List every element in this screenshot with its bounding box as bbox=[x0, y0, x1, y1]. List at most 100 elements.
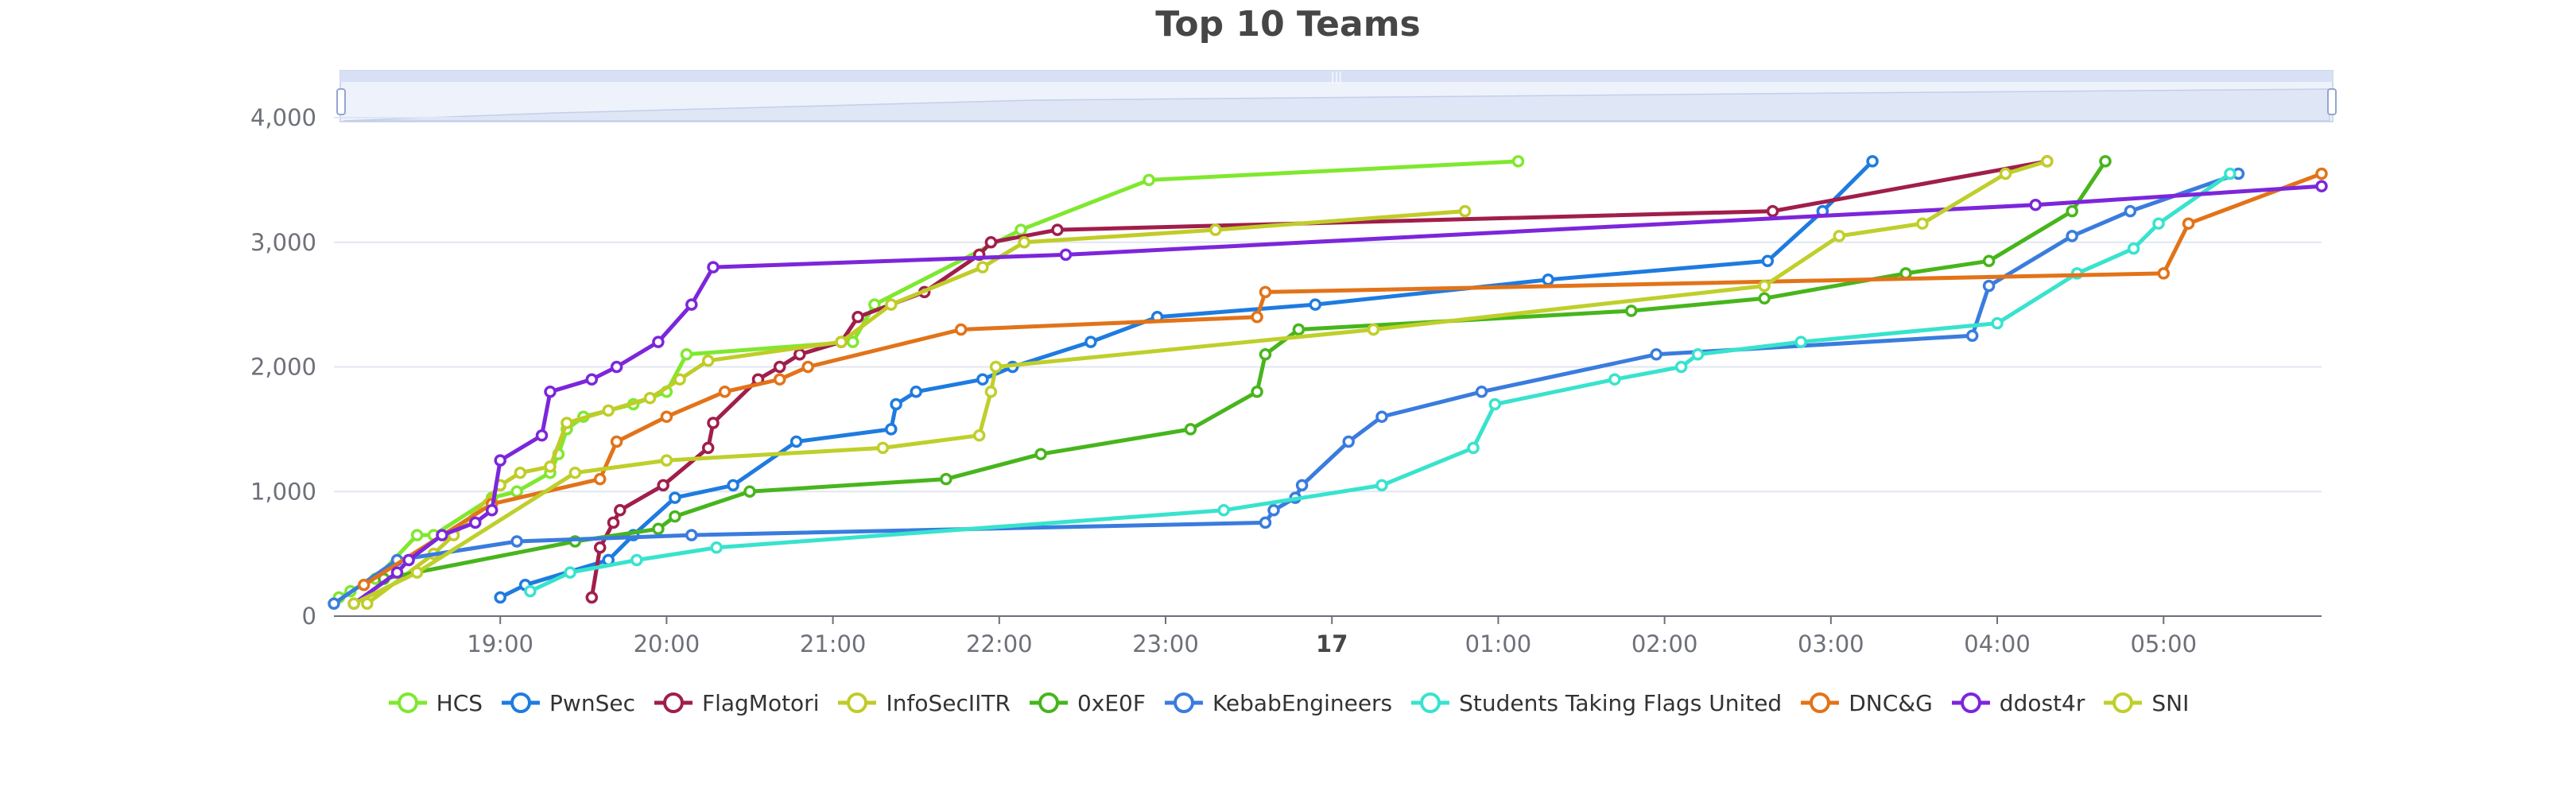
data-point[interactable] bbox=[1761, 254, 1775, 268]
zoom-slider-grip-icon[interactable]: ||| bbox=[1331, 71, 1342, 83]
data-point[interactable] bbox=[593, 472, 607, 486]
data-point[interactable] bbox=[2124, 204, 2137, 218]
data-point[interactable] bbox=[410, 566, 424, 579]
data-point[interactable] bbox=[1542, 273, 1554, 286]
data-point[interactable] bbox=[568, 466, 582, 479]
data-point[interactable] bbox=[652, 335, 665, 348]
data-point[interactable] bbox=[1467, 441, 1480, 455]
data-point[interactable] bbox=[1982, 254, 1996, 268]
data-point[interactable] bbox=[643, 391, 657, 405]
data-point[interactable] bbox=[885, 423, 898, 436]
data-point[interactable] bbox=[1475, 386, 1488, 398]
data-point[interactable] bbox=[972, 429, 986, 442]
data-point[interactable] bbox=[410, 529, 424, 541]
data-point[interactable] bbox=[727, 479, 739, 492]
data-point[interactable] bbox=[607, 516, 620, 529]
data-point[interactable] bbox=[1084, 335, 1097, 348]
data-point[interactable] bbox=[1511, 155, 1525, 168]
data-point[interactable] bbox=[885, 298, 898, 311]
data-point[interactable] bbox=[2224, 167, 2237, 180]
data-point[interactable] bbox=[1794, 335, 1807, 348]
data-point[interactable] bbox=[1059, 248, 1073, 262]
data-point[interactable] bbox=[2152, 217, 2165, 230]
data-point[interactable] bbox=[2157, 267, 2171, 280]
data-point[interactable] bbox=[535, 429, 549, 442]
data-point[interactable] bbox=[1965, 329, 1979, 343]
data-point[interactable] bbox=[564, 566, 576, 579]
data-point[interactable] bbox=[1259, 516, 1272, 529]
data-point[interactable] bbox=[701, 354, 715, 367]
data-point[interactable] bbox=[1625, 304, 1638, 317]
data-point[interactable] bbox=[910, 386, 922, 398]
data-point[interactable] bbox=[402, 553, 415, 567]
series-5[interactable] bbox=[328, 167, 2245, 611]
data-point[interactable] bbox=[984, 386, 998, 398]
data-point[interactable] bbox=[669, 510, 681, 523]
data-point[interactable] bbox=[1251, 386, 1263, 398]
data-point[interactable] bbox=[1143, 173, 1155, 187]
data-point[interactable] bbox=[707, 417, 720, 429]
data-point[interactable] bbox=[1758, 279, 1771, 293]
series-8[interactable] bbox=[347, 180, 2328, 611]
data-point[interactable] bbox=[940, 472, 952, 486]
data-point[interactable] bbox=[630, 553, 643, 567]
data-point[interactable] bbox=[2066, 204, 2078, 218]
data-point[interactable] bbox=[743, 485, 756, 498]
data-point[interactable] bbox=[1034, 448, 1047, 460]
data-point[interactable] bbox=[954, 323, 968, 336]
data-point[interactable] bbox=[660, 410, 673, 423]
data-point[interactable] bbox=[710, 541, 723, 554]
data-point[interactable] bbox=[469, 516, 482, 529]
legend-item[interactable]: HCS bbox=[387, 690, 483, 716]
data-point[interactable] bbox=[614, 504, 627, 517]
data-point[interactable] bbox=[328, 597, 340, 611]
legend-item[interactable]: InfoSecIITR bbox=[836, 690, 1011, 716]
data-point[interactable] bbox=[1916, 217, 1929, 230]
data-point[interactable] bbox=[2099, 155, 2112, 168]
series-line[interactable] bbox=[351, 159, 2050, 606]
data-point[interactable] bbox=[1251, 311, 1263, 324]
data-point[interactable] bbox=[510, 485, 523, 498]
data-zoom-slider[interactable]: ||| bbox=[336, 70, 2337, 122]
data-point[interactable] bbox=[718, 386, 731, 398]
data-point[interactable] bbox=[2315, 180, 2328, 192]
data-point[interactable] bbox=[510, 535, 523, 548]
data-point[interactable] bbox=[1866, 155, 1879, 168]
legend-item[interactable]: 0xE0F bbox=[1028, 690, 1146, 716]
data-point[interactable] bbox=[989, 360, 1003, 374]
data-point[interactable] bbox=[652, 522, 665, 536]
zoom-slider-top-bar[interactable] bbox=[340, 71, 2333, 82]
data-point[interactable] bbox=[1051, 223, 1064, 236]
data-point[interactable] bbox=[1833, 230, 1846, 242]
data-point[interactable] bbox=[1292, 323, 1305, 336]
data-point[interactable] bbox=[2029, 198, 2042, 211]
data-point[interactable] bbox=[660, 454, 673, 467]
series-6[interactable] bbox=[524, 167, 2237, 598]
data-point[interactable] bbox=[846, 335, 859, 348]
series-7[interactable] bbox=[357, 167, 2328, 591]
series-line[interactable] bbox=[528, 172, 2233, 594]
data-point[interactable] bbox=[773, 373, 786, 386]
data-point[interactable] bbox=[2127, 242, 2140, 255]
data-point[interactable] bbox=[1217, 504, 1230, 517]
data-point[interactable] bbox=[494, 591, 506, 604]
data-point[interactable] bbox=[789, 435, 803, 448]
data-point[interactable] bbox=[494, 454, 506, 467]
data-point[interactable] bbox=[1375, 410, 1388, 423]
data-point[interactable] bbox=[976, 261, 989, 273]
data-point[interactable] bbox=[2182, 217, 2195, 230]
data-point[interactable] bbox=[1259, 285, 1272, 299]
data-point[interactable] bbox=[890, 398, 902, 411]
zoom-handle-right[interactable] bbox=[2327, 88, 2337, 115]
data-point[interactable] bbox=[585, 373, 599, 386]
data-point[interactable] bbox=[707, 261, 720, 273]
data-point[interactable] bbox=[2315, 167, 2328, 180]
data-point[interactable] bbox=[1267, 504, 1280, 517]
data-point[interactable] bbox=[669, 491, 681, 504]
data-point[interactable] bbox=[514, 466, 527, 479]
data-point[interactable] bbox=[685, 529, 698, 541]
data-point[interactable] bbox=[544, 386, 557, 398]
data-point[interactable] bbox=[1295, 479, 1309, 492]
data-point[interactable] bbox=[773, 360, 786, 374]
data-point[interactable] bbox=[2041, 155, 2054, 168]
